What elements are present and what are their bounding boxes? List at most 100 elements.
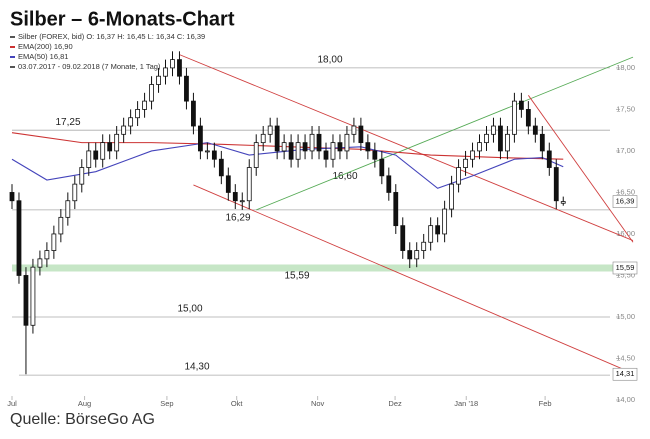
legend-text: 03.07.2017 - 09.02.2018 (7 Monate, 1 Tag… — [18, 62, 161, 71]
candle-body — [260, 133, 266, 144]
legend-swatch — [10, 46, 15, 48]
candle-body — [128, 117, 134, 127]
candle-body — [135, 109, 141, 119]
level-label: 14,30 — [184, 362, 209, 373]
candle-body — [163, 67, 168, 77]
candle-body — [232, 192, 238, 202]
y-tick-label: 17,00 — [616, 146, 635, 155]
x-tick-label: Sep — [160, 399, 173, 408]
candle-body — [23, 275, 29, 326]
candle-body — [295, 142, 301, 160]
y-tick-label: 15,50 — [616, 270, 635, 279]
candle-body — [204, 150, 210, 153]
candle-body — [267, 125, 273, 135]
candle-body — [30, 266, 36, 326]
candle-body — [274, 125, 280, 152]
candle-body — [470, 150, 475, 160]
x-tick-label: Feb — [539, 399, 552, 408]
price-label: 16,39 — [616, 197, 635, 206]
trendline — [193, 184, 634, 374]
candle-body — [407, 250, 413, 260]
x-tick-label: Okt — [231, 399, 244, 408]
candle-body — [400, 225, 406, 251]
candle-body — [142, 100, 147, 110]
candle-body — [58, 216, 64, 235]
candle-body — [330, 142, 336, 160]
y-tick-label: 17,50 — [616, 104, 635, 113]
chart-title: Silber – 6-Monats-Chart — [10, 8, 235, 30]
candle-body — [288, 142, 294, 160]
candle-body — [365, 142, 371, 152]
candle-body — [477, 142, 482, 152]
candle-body — [553, 167, 559, 202]
candle-body — [218, 158, 224, 177]
y-tick-label: 16,00 — [616, 229, 635, 238]
candle-body — [484, 133, 489, 144]
candle-body — [246, 167, 252, 202]
candle-body — [323, 150, 329, 160]
x-tick-label: Jul — [7, 399, 17, 408]
level-label: 15,00 — [177, 304, 202, 315]
candle-body — [414, 250, 420, 260]
level-label: 15,59 — [284, 271, 309, 282]
candle-body — [393, 192, 399, 227]
candle-body — [239, 200, 245, 203]
candle-body — [37, 258, 43, 268]
candle-body — [184, 75, 189, 102]
candle-body — [539, 133, 545, 152]
candle-body — [44, 250, 50, 260]
candle-body — [344, 133, 350, 152]
price-box — [612, 261, 638, 275]
candle-body — [86, 150, 92, 168]
legend-swatch — [10, 66, 15, 68]
candle-body — [114, 133, 120, 152]
candle-body — [546, 150, 552, 168]
candle-body — [449, 183, 455, 210]
candle-body — [177, 59, 182, 77]
trendline — [527, 95, 634, 243]
candle-body — [421, 241, 427, 251]
candle-body — [316, 133, 322, 152]
y-tick-label: 14,50 — [616, 353, 635, 362]
candle-body — [253, 142, 259, 168]
y-tick-label: 14,00 — [616, 395, 635, 404]
y-tick-label: 16,50 — [616, 187, 635, 196]
x-tick-label: Aug — [78, 399, 91, 408]
candle-body — [281, 142, 287, 152]
candle-body — [9, 192, 15, 202]
candle-body — [358, 125, 364, 144]
candle-body — [379, 158, 385, 177]
candle-body — [498, 125, 503, 152]
price-box — [612, 367, 638, 381]
level-label: 18,00 — [317, 55, 342, 66]
candle-body — [93, 150, 99, 160]
legend-swatch — [10, 36, 15, 38]
candle-body — [100, 142, 106, 160]
candle-body — [442, 208, 448, 235]
source: Quelle: BörseGo AG — [10, 411, 155, 428]
legend-text: EMA(200) 16,90 — [18, 42, 73, 51]
candle-body — [518, 100, 524, 110]
candle-body — [149, 84, 154, 102]
candle-body — [560, 201, 566, 204]
candle-body — [337, 142, 343, 152]
candle-body — [225, 175, 231, 193]
price-label: 14,31 — [616, 369, 635, 378]
level-label: 17,25 — [55, 117, 80, 128]
price-label: 15,59 — [616, 263, 635, 272]
candle-body — [512, 100, 517, 135]
candle-body — [435, 225, 441, 235]
trendline — [179, 54, 634, 242]
candle-body — [156, 75, 161, 85]
y-tick-label: 18,00 — [616, 63, 635, 72]
trendline — [256, 56, 634, 211]
candle-body — [191, 100, 196, 127]
legend-text: EMA(50) 16,81 — [18, 52, 68, 61]
level-label: 16,29 — [225, 213, 250, 224]
support-band — [12, 264, 630, 272]
candle-body — [491, 125, 496, 135]
candle-body — [505, 133, 510, 152]
candle-body — [428, 225, 434, 243]
